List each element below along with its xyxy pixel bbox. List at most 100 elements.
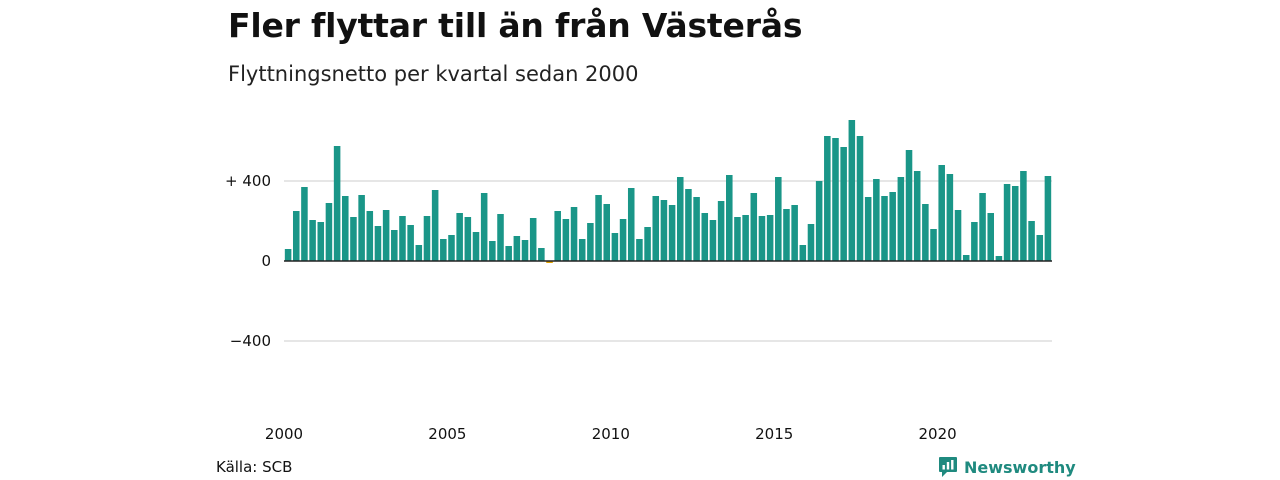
- bar: [423, 216, 431, 261]
- bar: [824, 136, 831, 261]
- bar: [766, 215, 774, 261]
- bar: [570, 207, 578, 261]
- bar: [897, 177, 905, 261]
- bar: [497, 214, 504, 261]
- bar: [472, 232, 480, 261]
- bar: [693, 197, 700, 261]
- bar: [799, 245, 807, 261]
- bar: [399, 216, 406, 261]
- bar: [578, 239, 586, 261]
- bar: [325, 203, 333, 261]
- bar: [554, 211, 561, 261]
- bar: [1044, 176, 1052, 261]
- bar: [595, 195, 602, 261]
- bar: [456, 213, 463, 261]
- bar: [440, 239, 447, 261]
- bar: [807, 224, 815, 261]
- bar: [1028, 221, 1035, 261]
- y-tick-label: + 400: [225, 172, 271, 190]
- bar: [603, 204, 610, 261]
- bar: [538, 248, 545, 261]
- bar: [930, 229, 937, 261]
- bar: [750, 193, 758, 261]
- bar: [382, 210, 390, 261]
- bar: [350, 217, 357, 261]
- bar: [627, 188, 635, 261]
- newsworthy-icon: [939, 457, 957, 477]
- bar: [611, 233, 619, 261]
- newsworthy-logo: Newsworthy: [938, 456, 1076, 478]
- bar: [407, 225, 414, 261]
- bar: [644, 227, 651, 261]
- bar: [587, 223, 594, 261]
- bar: [873, 179, 880, 261]
- bar: [709, 220, 717, 261]
- bar: [954, 210, 962, 261]
- x-tick-label: 2010: [592, 425, 630, 443]
- bar: [864, 197, 872, 261]
- chart-title: Fler flyttar till än från Västerås: [228, 6, 803, 45]
- bar: [464, 217, 472, 261]
- bar: [317, 222, 325, 261]
- bar: [987, 213, 994, 261]
- bar: [660, 200, 668, 261]
- bar: [562, 219, 570, 261]
- bar: [431, 190, 439, 261]
- bar: [685, 189, 692, 261]
- bar: [726, 175, 733, 261]
- bar: [995, 256, 1003, 261]
- bar: [391, 230, 398, 261]
- bar: [1003, 184, 1011, 261]
- bar: [840, 147, 847, 261]
- bar: [342, 196, 349, 261]
- bar: [979, 193, 986, 261]
- brand-name: Newsworthy: [964, 457, 1076, 477]
- y-tick-label: −400: [230, 332, 271, 350]
- bar: [309, 220, 316, 261]
- chart-subtitle: Flyttningsnetto per kvartal sedan 2000: [228, 62, 639, 86]
- bar: [913, 171, 921, 261]
- bar: [701, 213, 709, 261]
- x-tick-label: 2020: [919, 425, 957, 443]
- bar: [889, 192, 896, 261]
- bar: [358, 195, 365, 261]
- bar: [856, 136, 864, 261]
- x-tick-label: 2000: [265, 425, 303, 443]
- bar: [905, 150, 913, 261]
- bar: [742, 215, 749, 261]
- bar: [946, 174, 954, 261]
- bar: [791, 205, 798, 261]
- bar: [333, 146, 341, 261]
- bar: [292, 211, 300, 261]
- bar: [529, 218, 537, 261]
- grid-lines: [284, 180, 1052, 342]
- bar: [783, 209, 790, 261]
- bar: [284, 249, 292, 261]
- bar: [881, 196, 888, 261]
- bar: [734, 217, 741, 261]
- bar: [1020, 171, 1027, 261]
- x-tick-label: 2015: [755, 425, 793, 443]
- bar: [652, 196, 660, 261]
- bar: [301, 187, 308, 261]
- bar: [676, 177, 684, 261]
- bars: [284, 120, 1052, 263]
- bar: [938, 165, 945, 261]
- bar: [962, 255, 970, 261]
- bar: [366, 211, 374, 261]
- bar: [513, 236, 521, 261]
- bar: [848, 120, 856, 261]
- bar: [1011, 186, 1019, 261]
- x-tick-label: 2005: [428, 425, 466, 443]
- bar: [668, 205, 676, 261]
- bar: [546, 261, 553, 263]
- bar: [415, 245, 423, 261]
- axes: + 400 0 −400 2000 2005 2010 2015 2020: [225, 172, 1052, 443]
- bar: [1036, 235, 1044, 261]
- bar: [521, 240, 529, 261]
- bar: [619, 219, 627, 261]
- bar: [448, 235, 455, 261]
- bar: [480, 193, 488, 261]
- bar: [922, 204, 929, 261]
